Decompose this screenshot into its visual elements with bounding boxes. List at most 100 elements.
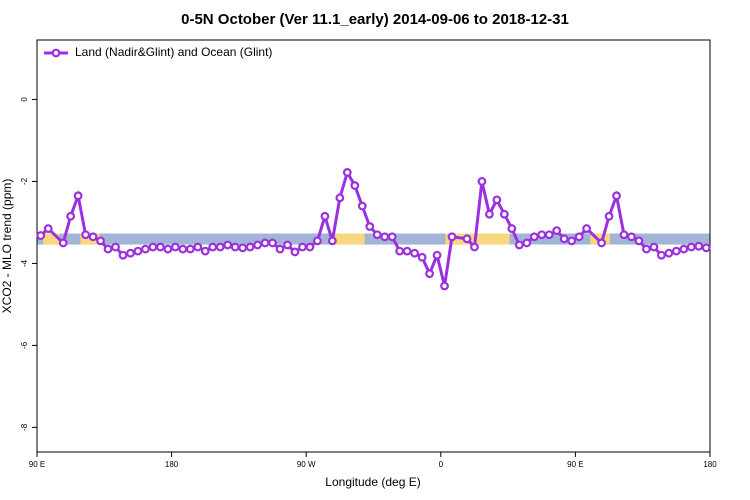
data-point bbox=[552, 226, 562, 236]
x-tick-label: 90 E bbox=[567, 460, 583, 469]
data-point bbox=[485, 209, 494, 219]
data-point bbox=[335, 193, 345, 203]
data-point bbox=[634, 236, 644, 246]
data-point bbox=[425, 269, 434, 279]
data-point bbox=[290, 247, 300, 257]
y-tick-label: 0 bbox=[20, 97, 29, 102]
data-point bbox=[574, 232, 584, 242]
data-point bbox=[313, 236, 322, 246]
chart-title: 0-5N October (Ver 11.1_early) 2014-09-06… bbox=[181, 11, 569, 28]
x-tick-label: 90 W bbox=[297, 460, 316, 469]
data-point bbox=[238, 243, 248, 253]
data-point bbox=[245, 242, 255, 252]
data-point bbox=[567, 236, 577, 246]
data-point bbox=[410, 248, 420, 258]
x-tick-label: 0 bbox=[439, 460, 444, 469]
data-point bbox=[96, 236, 105, 246]
data-point bbox=[582, 224, 592, 233]
data-point bbox=[365, 222, 375, 231]
data-point bbox=[507, 224, 517, 233]
y-tick-label: -4 bbox=[20, 259, 29, 267]
data-point bbox=[656, 250, 666, 260]
data-point bbox=[133, 246, 143, 256]
data-point bbox=[111, 242, 120, 252]
legend-marker bbox=[51, 48, 61, 58]
data-point bbox=[529, 232, 539, 242]
band bbox=[37, 233, 710, 245]
data-point bbox=[559, 234, 569, 244]
data-point bbox=[492, 195, 502, 205]
data-point bbox=[163, 244, 173, 254]
data-point bbox=[275, 244, 285, 254]
data-point bbox=[103, 244, 113, 254]
data-point bbox=[619, 230, 629, 240]
data-point bbox=[126, 248, 135, 258]
data-point bbox=[36, 231, 46, 240]
data-point bbox=[342, 168, 352, 177]
data-point bbox=[81, 230, 91, 240]
data-point bbox=[612, 191, 621, 201]
data-point bbox=[208, 242, 218, 252]
data-point bbox=[417, 252, 427, 262]
data-point bbox=[477, 177, 487, 186]
y-tick-label: -6 bbox=[20, 341, 29, 349]
data-point bbox=[357, 201, 367, 211]
x-tick-label: 180 bbox=[165, 460, 179, 469]
data-point bbox=[170, 242, 180, 252]
data-point bbox=[522, 238, 532, 248]
data-point bbox=[327, 236, 337, 246]
data-point bbox=[470, 242, 479, 252]
data-point bbox=[537, 230, 547, 240]
data-point bbox=[544, 230, 554, 240]
data-point bbox=[380, 232, 390, 242]
data-point bbox=[253, 240, 262, 250]
band-highlight bbox=[445, 233, 510, 245]
data-point bbox=[230, 242, 240, 252]
data-point bbox=[350, 181, 360, 190]
band-highlight bbox=[330, 233, 365, 245]
data-point bbox=[395, 246, 405, 256]
data-point bbox=[155, 242, 165, 252]
data-point bbox=[215, 242, 225, 252]
data-point bbox=[193, 242, 203, 252]
x-axis-label: Longitude (deg E) bbox=[325, 475, 420, 489]
data-point bbox=[597, 238, 606, 248]
data-point bbox=[679, 244, 689, 254]
data-point bbox=[283, 240, 292, 250]
data-point bbox=[694, 241, 704, 251]
data-point bbox=[372, 230, 382, 240]
data-point bbox=[514, 240, 524, 250]
data-point bbox=[66, 211, 76, 221]
data-point bbox=[141, 244, 150, 254]
data-point bbox=[178, 244, 188, 254]
data-point bbox=[268, 238, 277, 248]
y-axis-label: XCO2 - MLO trend (ppm) bbox=[0, 179, 14, 314]
data-point bbox=[58, 238, 68, 248]
data-point bbox=[88, 232, 98, 242]
data-point bbox=[664, 248, 674, 258]
x-tick-label: 180 bbox=[703, 460, 717, 469]
data-point bbox=[320, 211, 330, 221]
data-point bbox=[642, 244, 651, 254]
data-point bbox=[387, 232, 397, 242]
data-point bbox=[260, 238, 270, 248]
data-point bbox=[402, 246, 412, 256]
data-point bbox=[447, 232, 457, 242]
x-tick-label: 90 E bbox=[29, 460, 45, 469]
data-point bbox=[298, 242, 307, 252]
data-point bbox=[701, 243, 711, 253]
data-point bbox=[185, 244, 195, 254]
data-point bbox=[686, 242, 696, 252]
data-point bbox=[432, 250, 442, 260]
data-point bbox=[73, 191, 83, 201]
y-tick-label: -8 bbox=[20, 423, 29, 431]
data-point bbox=[649, 242, 659, 252]
band-highlight bbox=[42, 233, 60, 245]
data-point bbox=[462, 234, 472, 244]
data-point bbox=[305, 242, 315, 252]
data-point bbox=[604, 211, 614, 221]
data-point bbox=[43, 224, 53, 233]
data-point bbox=[223, 240, 233, 250]
